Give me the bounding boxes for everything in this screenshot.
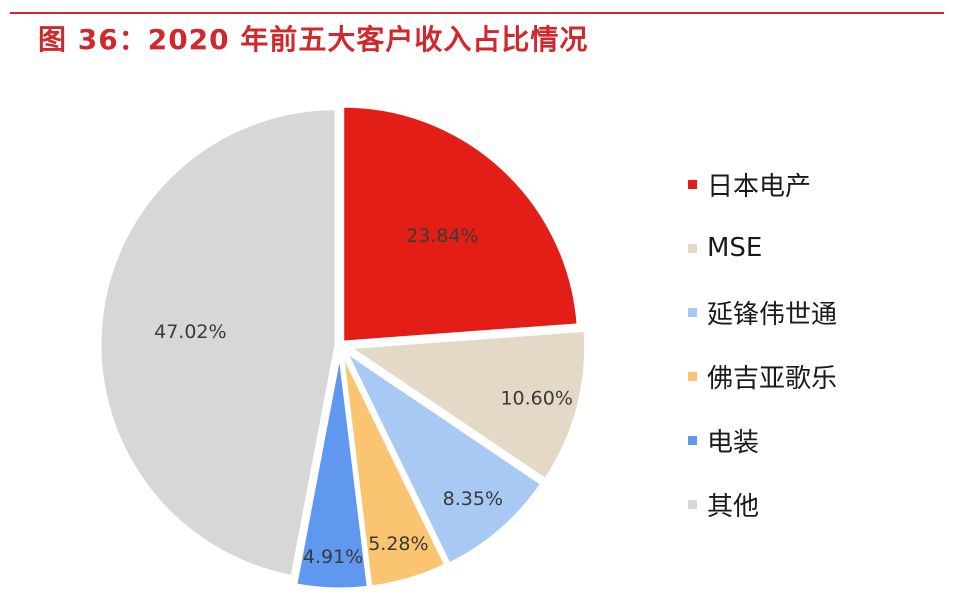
slice-data-label: 23.84%	[406, 225, 478, 247]
legend-swatch	[688, 243, 697, 253]
legend-item: MSE	[688, 216, 837, 280]
pie-slice-5	[294, 352, 370, 591]
legend-label: 日本电产	[707, 171, 812, 202]
slice-data-label: 5.28%	[368, 533, 428, 555]
pie-slice-1	[341, 104, 580, 344]
legend-label: 佛吉亚歌乐	[707, 363, 838, 394]
legend-label: 其他	[707, 491, 760, 522]
legend-item: 电装	[688, 408, 837, 472]
slice-data-label: 10.60%	[500, 387, 572, 409]
legend-item: 日本电产	[688, 152, 837, 216]
legend-swatch	[688, 179, 697, 189]
legend-swatch	[688, 435, 697, 445]
legend-item: 其他	[688, 472, 837, 536]
slice-data-label: 8.35%	[443, 488, 503, 510]
pie-slice-4	[340, 352, 448, 589]
legend-label: 延锋伟世通	[707, 299, 838, 330]
title-rule	[10, 12, 944, 14]
pie-slice-6	[98, 107, 338, 579]
pie-slice-2	[345, 328, 588, 482]
slice-data-label: 47.02%	[154, 321, 226, 343]
legend-swatch	[688, 499, 697, 509]
pie-slice-3	[342, 347, 544, 566]
chart-legend: 日本电产 MSE 延锋伟世通佛吉亚歌乐电装其他	[688, 152, 837, 536]
chart-title: 图 36：2020 年前五大客户收入占比情况	[38, 23, 589, 56]
legend-swatch	[688, 307, 697, 317]
legend-swatch	[688, 371, 697, 381]
legend-label: MSE	[707, 233, 763, 263]
legend-label: 电装	[707, 427, 760, 458]
legend-item: 延锋伟世通	[688, 280, 837, 344]
legend-item: 佛吉亚歌乐	[688, 344, 837, 408]
slice-data-label: 4.91%	[303, 546, 363, 568]
